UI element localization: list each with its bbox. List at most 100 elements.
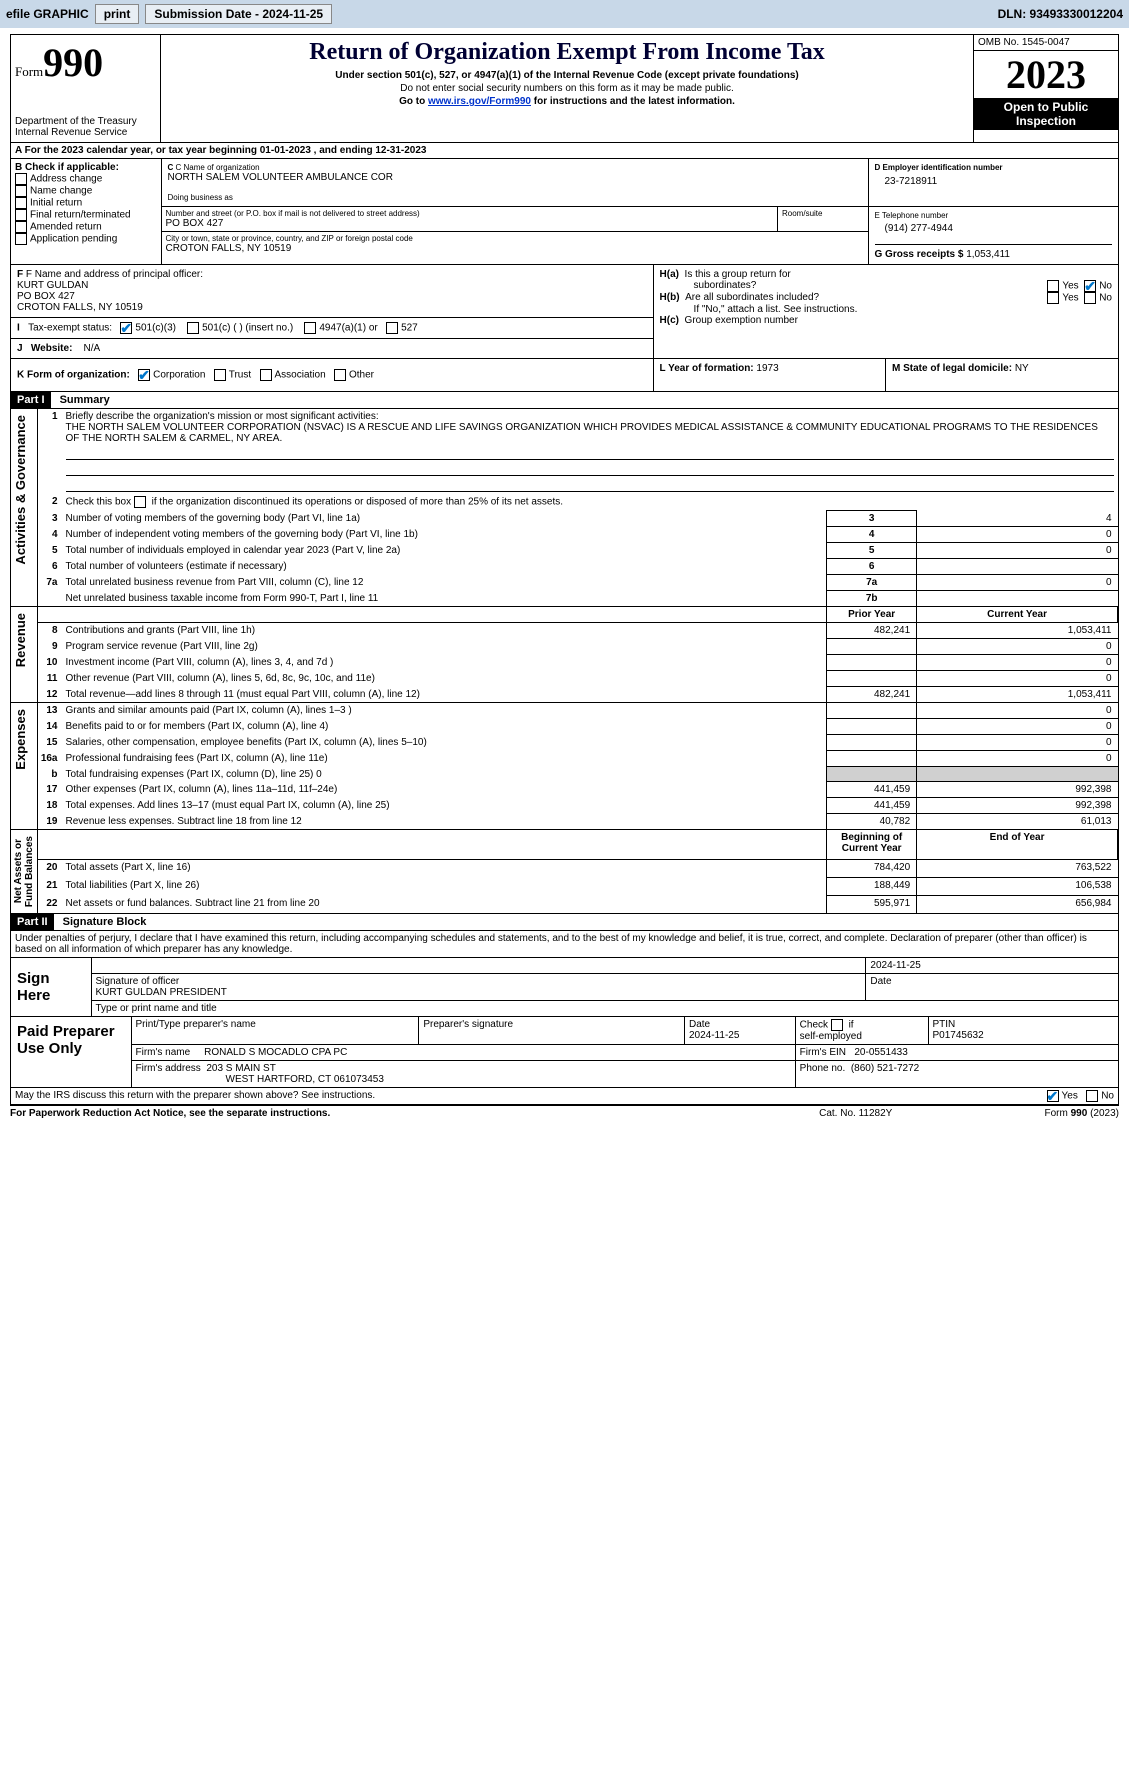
m-value: NY xyxy=(1015,363,1029,374)
l16a: Professional fundraising fees (Part IX, … xyxy=(62,751,827,767)
phone-label: Phone no. xyxy=(800,1063,846,1074)
v7a: 0 xyxy=(917,575,1118,591)
print-button[interactable]: print xyxy=(95,4,140,24)
firm-ein-label: Firm's EIN xyxy=(800,1047,846,1058)
l1-label: Briefly describe the organization's miss… xyxy=(66,411,379,422)
type-name-label: Type or print name and title xyxy=(91,1001,1118,1017)
box-b-label: B Check if applicable: xyxy=(15,162,157,173)
l12: Total revenue—add lines 8 through 11 (mu… xyxy=(62,687,827,703)
v3: 4 xyxy=(917,511,1118,527)
prep-sig-label: Preparer's signature xyxy=(419,1017,685,1045)
firm-name-label: Firm's name xyxy=(136,1047,191,1058)
l7a: Total unrelated business revenue from Pa… xyxy=(62,575,827,591)
chk-4947[interactable] xyxy=(304,322,316,334)
firm-ein: 20-0551433 xyxy=(854,1047,907,1058)
discuss-yes[interactable] xyxy=(1047,1090,1059,1102)
f-label: F F Name and address of principal office… xyxy=(17,269,647,280)
ha-yes[interactable] xyxy=(1047,280,1059,292)
col-curr: Current Year xyxy=(917,607,1118,623)
i-label: Tax-exempt status: xyxy=(28,323,112,334)
open-to-public: Open to Public Inspection xyxy=(974,98,1118,130)
street-value: PO BOX 427 xyxy=(166,218,774,229)
chk-trust[interactable] xyxy=(214,369,226,381)
check-self-employed: Check ifself-employed xyxy=(795,1017,928,1045)
l13: Grants and similar amounts paid (Part IX… xyxy=(62,703,827,719)
l19: Revenue less expenses. Subtract line 18 … xyxy=(62,814,827,830)
period-line: A For the 2023 calendar year, or tax yea… xyxy=(11,143,1119,159)
chk-corp[interactable] xyxy=(138,369,150,381)
discuss-no[interactable] xyxy=(1086,1090,1098,1102)
form-990-label: Form990 xyxy=(15,39,156,86)
sig-date1: 2024-11-25 xyxy=(866,958,1118,974)
chk-application-pending[interactable]: Application pending xyxy=(15,233,157,245)
firm-addr1: 203 S MAIN ST xyxy=(206,1063,275,1074)
sig-officer-label: Signature of officer xyxy=(96,976,180,987)
e-phone-label: E Telephone number xyxy=(875,211,1113,220)
chk-l2[interactable] xyxy=(134,496,146,508)
c-name-label: C C Name of organization xyxy=(168,163,862,172)
v5: 0 xyxy=(917,543,1118,559)
sign-here: Sign Here xyxy=(11,958,91,1016)
ha-no[interactable] xyxy=(1084,280,1096,292)
irs-label: Internal Revenue Service xyxy=(15,127,156,138)
dln-label: DLN: 93493330012204 xyxy=(998,7,1123,21)
side-expenses: Expenses xyxy=(11,703,30,776)
form-subtitle: Under section 501(c), 527, or 4947(a)(1)… xyxy=(167,70,967,81)
hb-no[interactable] xyxy=(1084,292,1096,304)
k-label: K Form of organization: xyxy=(17,370,130,381)
irs-link[interactable]: www.irs.gov/Form990 xyxy=(428,96,531,107)
h-a: H(a) Is this a group return for xyxy=(660,269,1112,280)
chk-assoc[interactable] xyxy=(260,369,272,381)
part1-header: Part I xyxy=(11,392,51,408)
chk-501c[interactable] xyxy=(187,322,199,334)
room-label: Room/suite xyxy=(782,209,864,218)
l6: Total number of volunteers (estimate if … xyxy=(62,559,827,575)
e-phone-value: (914) 277-4944 xyxy=(875,223,1113,234)
col-prior: Prior Year xyxy=(827,607,917,623)
toolbar: efile GRAPHIC print Submission Date - 20… xyxy=(0,0,1129,28)
l2: Check this box if the organization disco… xyxy=(62,494,1118,511)
chk-501c3[interactable] xyxy=(120,322,132,334)
l22: Net assets or fund balances. Subtract li… xyxy=(62,896,827,914)
f-name: KURT GULDAN xyxy=(17,280,647,291)
perjury-declaration: Under penalties of perjury, I declare th… xyxy=(11,931,1119,958)
j-website: N/A xyxy=(84,343,101,354)
chk-amended-return[interactable]: Amended return xyxy=(15,221,157,233)
chk-self-emp[interactable] xyxy=(831,1019,843,1031)
prep-name-label: Print/Type preparer's name xyxy=(136,1019,256,1030)
l11: Other revenue (Part VIII, column (A), li… xyxy=(62,671,827,687)
chk-name-change[interactable]: Name change xyxy=(15,185,157,197)
v4: 0 xyxy=(917,527,1118,543)
hb-yes[interactable] xyxy=(1047,292,1059,304)
l5: Total number of individuals employed in … xyxy=(62,543,827,559)
discuss-label: May the IRS discuss this return with the… xyxy=(15,1090,375,1101)
chk-final-return[interactable]: Final return/terminated xyxy=(15,209,157,221)
city-value: CROTON FALLS, NY 10519 xyxy=(166,243,864,254)
side-activities: Activities & Governance xyxy=(11,409,30,571)
l21: Total liabilities (Part X, line 26) xyxy=(62,878,827,896)
l16b: Total fundraising expenses (Part IX, col… xyxy=(62,767,827,782)
l15: Salaries, other compensation, employee b… xyxy=(62,735,827,751)
ptin: P01745632 xyxy=(933,1030,984,1041)
efile-label: efile GRAPHIC xyxy=(6,7,89,21)
side-revenue: Revenue xyxy=(11,607,30,673)
form-footer: Form 990 (2023) xyxy=(942,1108,1119,1119)
chk-initial-return[interactable]: Initial return xyxy=(15,197,157,209)
l3: Number of voting members of the governin… xyxy=(62,511,827,527)
chk-address-change[interactable]: Address change xyxy=(15,173,157,185)
part2-header: Part II xyxy=(11,914,54,930)
firm-addr-label: Firm's address xyxy=(136,1063,201,1074)
l9: Program service revenue (Part VIII, line… xyxy=(62,639,827,655)
side-netassets: Net Assets orFund Balances xyxy=(11,830,37,913)
submission-date: Submission Date - 2024-11-25 xyxy=(145,4,332,24)
privacy-note: Do not enter social security numbers on … xyxy=(167,83,967,94)
l10: Investment income (Part VIII, column (A)… xyxy=(62,655,827,671)
chk-527[interactable] xyxy=(386,322,398,334)
chk-other[interactable] xyxy=(334,369,346,381)
date-label: Date xyxy=(866,974,1118,1001)
org-name: NORTH SALEM VOLUNTEER AMBULANCE COR xyxy=(168,172,862,183)
city-label: City or town, state or province, country… xyxy=(166,234,864,243)
l8: Contributions and grants (Part VIII, lin… xyxy=(62,623,827,639)
v7b xyxy=(917,591,1118,607)
firm-name: RONALD S MOCADLO CPA PC xyxy=(204,1047,347,1058)
